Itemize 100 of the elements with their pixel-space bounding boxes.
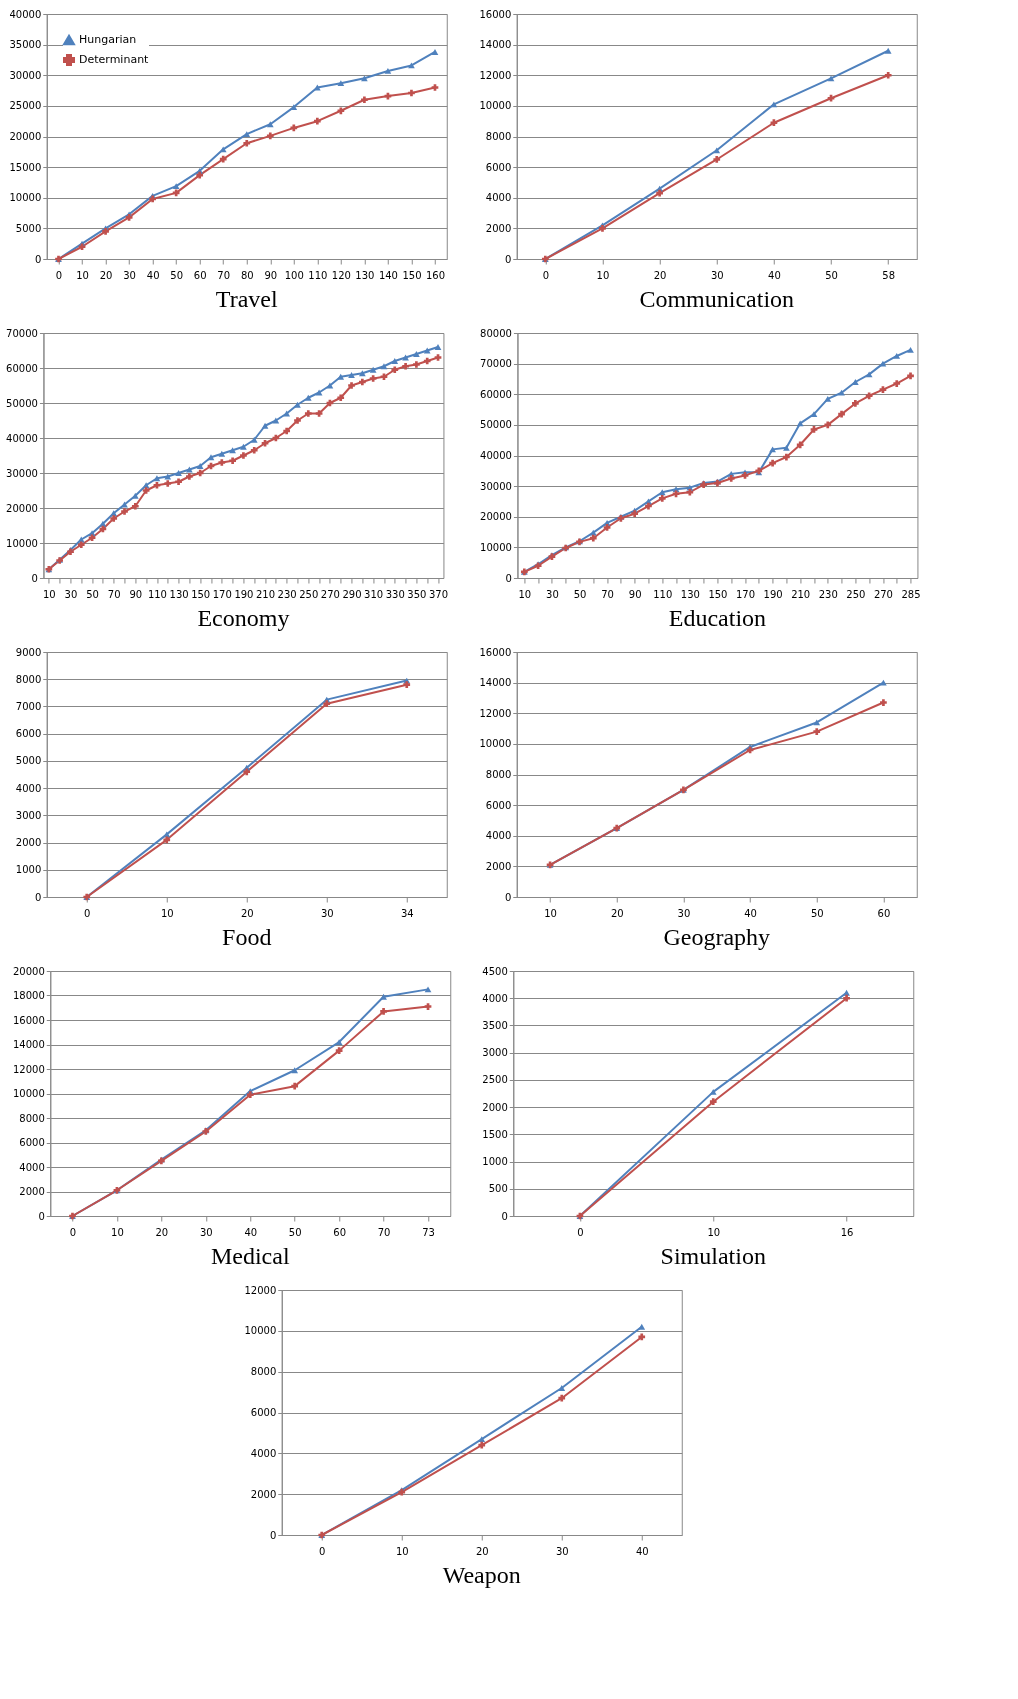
- x-tick-label: 30: [677, 907, 691, 919]
- x-tick-label: 150: [402, 269, 422, 281]
- x-tick-label: 120: [331, 269, 351, 281]
- x-tick-label: 190: [763, 588, 783, 600]
- x-tick-label: 20: [610, 907, 624, 919]
- text: Geography: [663, 924, 771, 950]
- x-tick-label: 90: [129, 588, 143, 600]
- y-tick-label: 6000: [19, 1137, 45, 1148]
- y-tick-label: 8000: [485, 769, 512, 780]
- x-tick-label: 10: [518, 588, 532, 600]
- y-tick-label: 2000: [15, 837, 42, 849]
- x-tick-label: 30: [546, 588, 559, 600]
- x-tick-label: 10: [42, 588, 56, 600]
- x-tick-label: 58: [882, 269, 896, 281]
- y-tick-label: 2000: [482, 1101, 508, 1113]
- x-tick-label: 110: [147, 588, 167, 600]
- x-tick-label: 60: [333, 1226, 347, 1238]
- y-tick-label: 9000: [15, 646, 42, 658]
- x-tick-label: 70: [377, 1226, 391, 1238]
- y-tick-label: 16000: [12, 1014, 45, 1026]
- y-tick-label: 0: [501, 1210, 508, 1222]
- y-tick-label: 5000: [15, 755, 42, 767]
- y-tick-label: 6000: [485, 161, 512, 173]
- x-tick-label: 310: [364, 588, 384, 600]
- x-tick-label: 70: [217, 269, 231, 281]
- x-tick-label: 30: [199, 1226, 213, 1238]
- x-tick-label: 10: [395, 1545, 409, 1557]
- x-tick-label: 30: [64, 588, 78, 600]
- y-tick-label: 6000: [250, 1407, 277, 1418]
- x-tick-label: 290: [342, 588, 362, 600]
- y-tick-label: 4000: [250, 1447, 277, 1459]
- y-tick-label: 30000: [6, 467, 38, 479]
- y-tick-label: 14000: [479, 39, 512, 51]
- x-tick-label: 60: [877, 907, 891, 919]
- y-tick-label: 14000: [479, 677, 512, 689]
- x-tick-label: 160: [425, 269, 446, 281]
- y-tick-label: 0: [31, 572, 38, 584]
- x-tick-label: 190: [234, 588, 254, 600]
- y-tick-label: 30000: [480, 480, 512, 492]
- y-tick-label: 10000: [480, 541, 512, 553]
- y-tick-label: 20000: [9, 131, 42, 142]
- x-tick-label: 350: [407, 588, 427, 600]
- y-tick-label: 40000: [480, 450, 512, 461]
- y-tick-label: 1500: [482, 1128, 508, 1140]
- x-tick-label: 270: [873, 588, 893, 600]
- text: Travel: [215, 286, 278, 312]
- x-tick-label: 230: [277, 588, 297, 600]
- x-tick-label: 110: [653, 588, 673, 600]
- y-tick-label: 4000: [15, 782, 42, 794]
- y-tick-label: 50000: [480, 419, 512, 431]
- y-tick-label: 80000: [480, 327, 512, 339]
- y-tick-label: 20000: [6, 502, 38, 514]
- y-tick-label: 4500: [482, 965, 508, 977]
- y-tick-label: 5000: [15, 222, 42, 234]
- y-tick-label: 70000: [480, 358, 512, 370]
- y-tick-label: 10000: [479, 738, 512, 750]
- y-tick-label: 2000: [19, 1186, 45, 1197]
- y-tick-label: 1000: [482, 1156, 508, 1168]
- x-tick-label: 10: [111, 1226, 124, 1238]
- x-tick-label: 210: [256, 588, 276, 600]
- x-tick-label: 370: [428, 588, 449, 600]
- y-tick-label: 3000: [15, 809, 42, 821]
- y-tick-label: 4000: [19, 1161, 45, 1173]
- y-tick-label: 40000: [9, 8, 42, 20]
- x-tick-label: 30: [555, 1545, 569, 1557]
- y-tick-label: 2500: [482, 1074, 508, 1086]
- x-tick-label: 90: [264, 269, 278, 281]
- x-tick-label: 130: [169, 588, 189, 600]
- y-tick-label: 10000: [9, 192, 42, 204]
- y-tick-label: 10000: [479, 100, 512, 112]
- y-tick-label: 10000: [12, 1088, 45, 1099]
- x-tick-label: 170: [212, 588, 232, 600]
- x-tick-label: 80: [240, 269, 254, 281]
- text: Simulation: [660, 1243, 766, 1269]
- y-tick-label: 3000: [482, 1047, 508, 1059]
- x-tick-label: 70: [107, 588, 121, 600]
- x-tick-label: 270: [320, 588, 340, 600]
- x-tick-label: 20: [240, 907, 254, 919]
- x-tick-label: 20: [99, 269, 113, 281]
- x-tick-label: 0: [55, 269, 63, 281]
- y-tick-label: 6000: [15, 728, 42, 740]
- x-tick-label: 250: [846, 588, 866, 600]
- y-tick-label: 8000: [485, 131, 512, 142]
- y-tick-label: 30000: [9, 69, 42, 81]
- legend-label: Hungarian: [79, 33, 137, 46]
- x-tick-label: 30: [710, 269, 724, 281]
- y-tick-label: 14000: [12, 1039, 45, 1050]
- x-tick-label: 50: [86, 588, 99, 600]
- y-tick-label: 60000: [480, 388, 512, 400]
- y-tick-label: 500: [488, 1183, 508, 1195]
- y-tick-label: 40000: [6, 432, 38, 444]
- x-tick-label: 30: [123, 269, 136, 281]
- x-tick-label: 0: [69, 1226, 77, 1238]
- x-tick-label: 20: [475, 1545, 489, 1557]
- y-tick-label: 4000: [485, 830, 512, 842]
- y-tick-label: 2000: [250, 1488, 277, 1500]
- y-tick-label: 35000: [9, 39, 42, 51]
- x-tick-label: 30: [320, 907, 334, 919]
- y-tick-label: 0: [38, 1210, 45, 1222]
- y-tick-label: 0: [34, 253, 42, 265]
